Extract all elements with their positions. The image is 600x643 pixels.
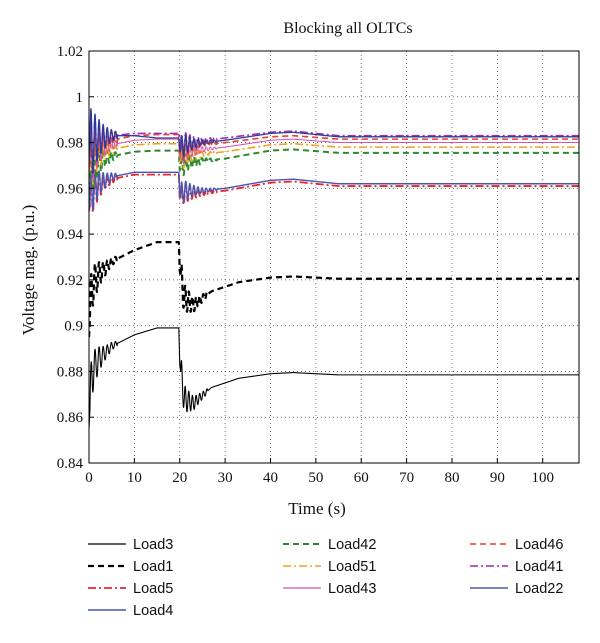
x-tick-label: 80 [444, 470, 459, 486]
y-tick-label: 0.98 [57, 136, 83, 152]
y-tick-label: 1.02 [57, 44, 83, 60]
legend-label-load22: Load22 [515, 581, 563, 597]
x-tick-label: 50 [308, 470, 323, 486]
series-line-load41 [89, 117, 579, 175]
series-line-load42 [89, 138, 579, 190]
y-tick-label: 0.86 [57, 410, 84, 426]
x-tick-label: 0 [85, 470, 93, 486]
axis-ticks: 0 10 20 30 40 50 60 70 80 90 100 0.84 0.86 0.88 0.9 0.9… [57, 44, 554, 486]
y-tick-label: 0.92 [57, 273, 83, 289]
series-line-load3 [89, 327, 579, 429]
legend-label-load42: Load42 [328, 537, 376, 553]
grid [89, 51, 579, 463]
x-tick-label: 100 [531, 470, 554, 486]
series-line-load4 [89, 169, 579, 211]
legend-label-load4: Load4 [133, 603, 173, 619]
y-tick-label: 0.84 [57, 456, 84, 472]
legend-label-load43: Load43 [328, 581, 376, 597]
x-tick-label: 20 [172, 470, 187, 486]
y-tick-label: 0.94 [57, 227, 84, 243]
series-line-load5 [89, 171, 579, 214]
x-tick-label: 40 [263, 470, 278, 486]
x-tick-label: 70 [399, 470, 414, 486]
legend-label-load5: Load5 [133, 581, 173, 597]
y-tick-label: 0.9 [64, 319, 83, 335]
series-line-load1 [89, 241, 579, 338]
chart-title: Blocking all OLTCs [283, 20, 412, 37]
x-tick-label: 90 [490, 470, 505, 486]
y-axis-label: Voltage mag. (p.u.) [19, 205, 38, 335]
series-line-load22 [89, 108, 579, 174]
legend: Load3 Load1 Load5 Load4 Load42 Load51 Load43 Lo… [88, 537, 563, 619]
series-line-load51 [89, 134, 579, 185]
legend-label-load1: Load1 [133, 559, 173, 575]
x-tick-label: 10 [127, 470, 142, 486]
y-tick-label: 0.96 [57, 181, 84, 197]
plot-lines [89, 108, 579, 429]
x-tick-label: 60 [354, 470, 369, 486]
plot-frame [88, 50, 580, 464]
legend-label-load51: Load51 [328, 559, 376, 575]
y-tick-label: 1 [76, 90, 84, 106]
legend-label-load46: Load46 [515, 537, 563, 553]
x-tick-label: 30 [218, 470, 233, 486]
y-tick-label: 0.88 [57, 364, 83, 380]
series-line-load43 [89, 130, 579, 180]
series-line-load46 [89, 125, 579, 176]
x-axis-label: Time (s) [288, 499, 345, 518]
legend-label-load41: Load41 [515, 559, 563, 575]
legend-label-load3: Load3 [133, 537, 173, 553]
